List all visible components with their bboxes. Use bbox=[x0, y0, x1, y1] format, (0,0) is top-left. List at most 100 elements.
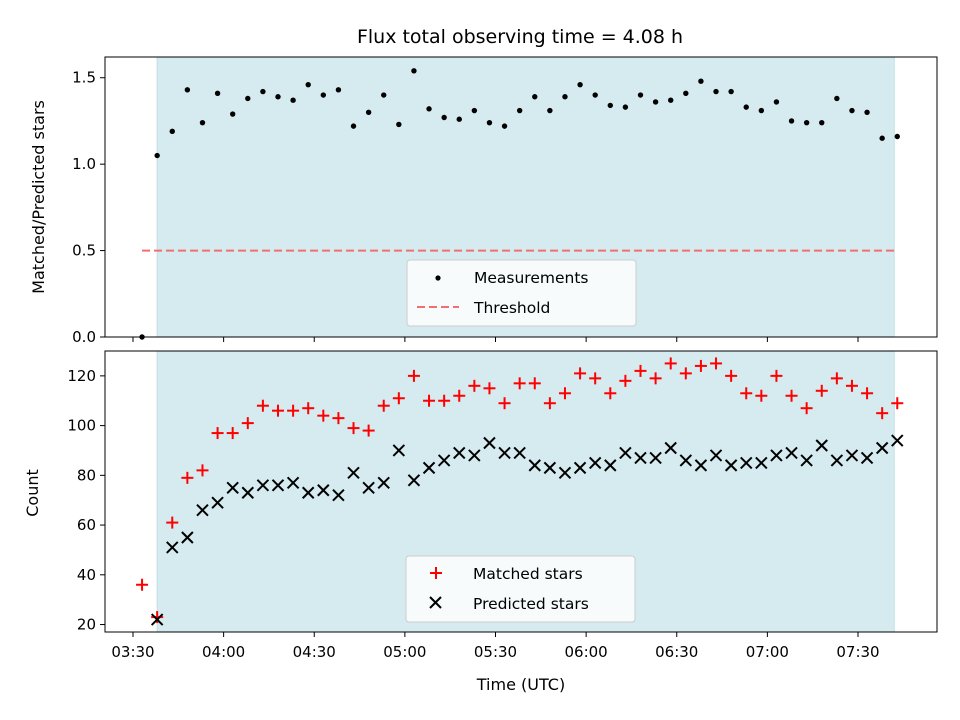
matched-star-point bbox=[876, 407, 889, 420]
measurement-point bbox=[577, 81, 583, 88]
matched-star-point bbox=[362, 424, 375, 437]
predicted-star-point bbox=[740, 456, 753, 470]
measurement-point bbox=[365, 109, 372, 116]
predicted-star-point bbox=[317, 484, 330, 497]
chart-title: Flux total observing time = 4.08 h bbox=[357, 26, 683, 48]
measurement-point bbox=[486, 119, 493, 126]
matched-star-point bbox=[423, 394, 436, 407]
matched-star-point bbox=[770, 369, 783, 382]
x-tick-label: 04:30 bbox=[293, 643, 336, 661]
predicted-star-point bbox=[347, 466, 360, 480]
x-axis-label: Time (UTC) bbox=[476, 675, 565, 694]
matched-star-point bbox=[392, 392, 405, 405]
predicted-star-point bbox=[800, 454, 813, 467]
measurement-point bbox=[668, 97, 674, 103]
measurement-point bbox=[184, 87, 191, 93]
measurement-point bbox=[396, 121, 402, 128]
matched-star-point bbox=[287, 404, 300, 417]
matched-star-point bbox=[438, 394, 451, 407]
legend-marker-predicted-stars bbox=[429, 596, 442, 609]
predicted-star-point bbox=[181, 531, 194, 544]
x-tick-label: 06:00 bbox=[565, 643, 608, 661]
predicted-star-point bbox=[770, 449, 783, 462]
measurement-point bbox=[698, 78, 704, 84]
matched-star-point bbox=[196, 464, 209, 477]
predicted-star-point bbox=[785, 446, 798, 460]
bottom-legend: Matched stars Predicted stars bbox=[405, 555, 636, 623]
y-tick-label: 1.5 bbox=[72, 69, 96, 87]
predicted-star-point bbox=[332, 489, 345, 502]
legend-marker-matched-stars bbox=[430, 567, 442, 579]
measurement-point bbox=[350, 123, 357, 129]
measurement-point bbox=[849, 107, 855, 114]
predicted-star-point bbox=[256, 479, 270, 492]
predicted-star-point bbox=[211, 496, 224, 509]
predicted-star-point bbox=[845, 449, 859, 462]
predicted-star-point bbox=[709, 449, 723, 462]
matched-star-point bbox=[181, 471, 194, 484]
measurement-point bbox=[320, 92, 327, 98]
predicted-star-point bbox=[302, 486, 315, 499]
legend-label-measurements: Measurements bbox=[474, 269, 589, 287]
predicted-star-point bbox=[362, 481, 375, 494]
y-tick-label: 20 bbox=[77, 616, 96, 634]
measurement-point bbox=[214, 90, 221, 96]
matched-star-point bbox=[211, 427, 224, 440]
measurement-point bbox=[260, 88, 266, 95]
matched-star-point bbox=[740, 387, 753, 400]
y-tick-label: 1.0 bbox=[72, 155, 96, 173]
measurement-point bbox=[788, 118, 795, 124]
predicted-star-point bbox=[573, 461, 587, 475]
top-y-axis-label: Matched/Predicted stars bbox=[29, 100, 48, 294]
top-legend-box bbox=[406, 259, 637, 327]
predicted-star-point bbox=[619, 446, 632, 460]
predicted-star-point bbox=[755, 456, 768, 470]
measurement-point bbox=[728, 88, 734, 95]
measurement-point bbox=[532, 94, 538, 100]
measurement-point bbox=[199, 119, 206, 126]
y-tick-label: 100 bbox=[67, 417, 96, 435]
matched-star-point bbox=[589, 372, 602, 385]
predicted-star-point bbox=[664, 441, 677, 455]
measurement-point bbox=[819, 119, 825, 126]
y-tick-label: 0.0 bbox=[72, 328, 96, 346]
matched-star-point bbox=[558, 387, 571, 400]
matched-star-point bbox=[272, 404, 284, 417]
predicted-star-point bbox=[634, 451, 647, 465]
predicted-star-point bbox=[604, 459, 617, 472]
bottom-panel: 20 40 60 80 100 120 03:30 04:00 04:30 05:00 05:30… bbox=[23, 350, 938, 694]
predicted-star-point bbox=[558, 466, 572, 480]
x-tick-label: 06:30 bbox=[655, 643, 698, 661]
matched-star-point bbox=[317, 409, 330, 422]
predicted-star-point bbox=[860, 451, 874, 465]
measurement-point bbox=[758, 107, 765, 114]
matched-star-point bbox=[468, 379, 481, 392]
predicted-star-point bbox=[543, 461, 557, 475]
x-tick-label: 07:00 bbox=[746, 643, 789, 661]
predicted-star-point bbox=[891, 434, 904, 447]
predicted-star-point bbox=[498, 446, 511, 460]
bottom-plot-frame bbox=[104, 350, 938, 633]
predicted-star-point bbox=[483, 436, 496, 450]
legend-marker-measurements bbox=[435, 275, 441, 281]
matched-star-point bbox=[845, 379, 858, 392]
predicted-star-point bbox=[453, 446, 466, 460]
x-tick-label: 07:30 bbox=[836, 643, 879, 661]
y-tick-label: 40 bbox=[77, 566, 96, 584]
predicted-star-point bbox=[815, 439, 828, 452]
y-tick-label: 120 bbox=[67, 367, 96, 385]
measurement-point bbox=[305, 81, 311, 88]
predicted-star-point bbox=[694, 459, 708, 472]
measurement-point bbox=[652, 99, 659, 105]
matched-star-point bbox=[634, 364, 647, 377]
matched-star-point bbox=[861, 387, 874, 400]
measurement-point bbox=[683, 90, 689, 96]
predicted-star-point bbox=[468, 449, 481, 462]
top-panel: 0.0 0.5 1.0 1.5 Matched/Predicted stars Mea… bbox=[29, 56, 938, 346]
top-legend: Measurements Threshold bbox=[406, 259, 637, 327]
legend-label-predicted-stars: Predicted stars bbox=[473, 595, 589, 613]
top-plot-frame bbox=[104, 56, 938, 338]
matched-star-point bbox=[347, 422, 360, 435]
measurement-point bbox=[411, 68, 417, 74]
matched-star-point bbox=[407, 369, 420, 382]
